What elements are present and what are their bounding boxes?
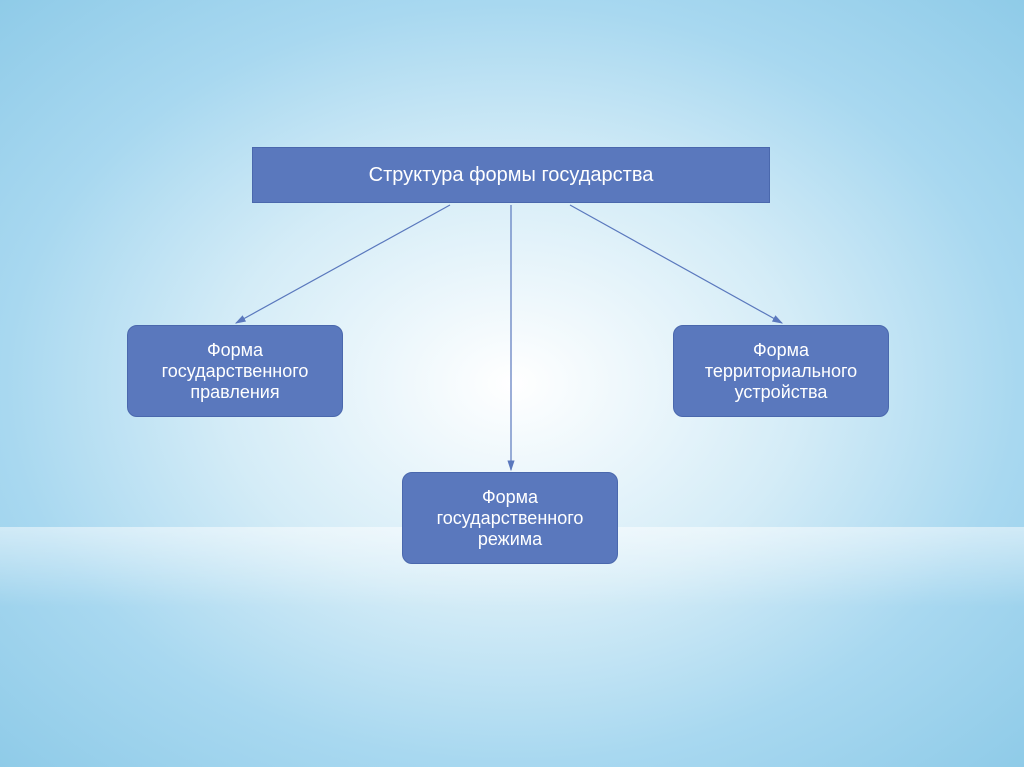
child-node-left-label: Форма государственного правления	[140, 340, 330, 403]
root-node-label: Структура формы государства	[369, 164, 654, 187]
root-node: Структура формы государства	[252, 147, 770, 203]
child-node-middle: Форма государственного режима	[402, 472, 618, 564]
child-node-right-label: Форма территориального устройства	[686, 340, 876, 403]
edge-left	[236, 205, 450, 323]
child-node-left: Форма государственного правления	[127, 325, 343, 417]
child-node-middle-label: Форма государственного режима	[415, 487, 605, 550]
diagram-container: Структура формы государства Форма госуда…	[0, 0, 1024, 767]
child-node-right: Форма территориального устройства	[673, 325, 889, 417]
edge-right	[570, 205, 782, 323]
